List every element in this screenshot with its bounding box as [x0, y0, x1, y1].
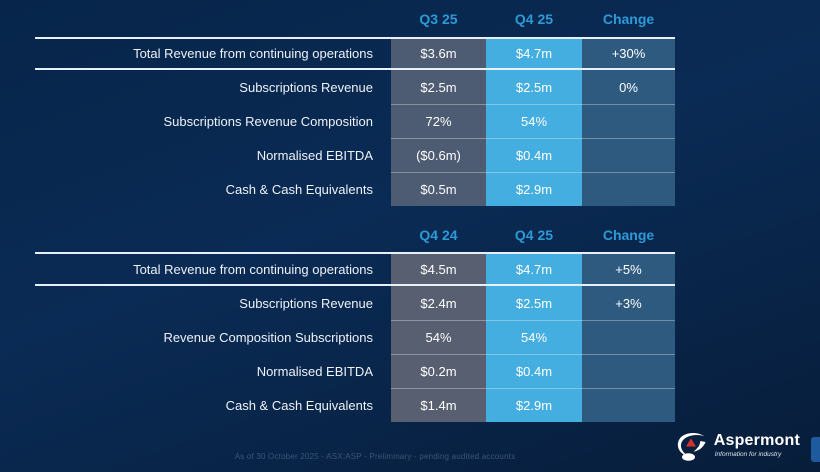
cell-current: $2.5m [486, 70, 582, 104]
cell-current: 54% [486, 104, 582, 138]
cell-prior: $0.2m [391, 354, 486, 388]
table-qoq: Q3 25 Q4 25 Change Total Revenue from co… [0, 0, 675, 206]
cell-prior: ($0.6m) [391, 138, 486, 172]
logo-text: Aspermont Information for industry [714, 433, 800, 459]
table-qoq-header: Q3 25 Q4 25 Change [0, 0, 675, 37]
cell-change: +5% [582, 254, 675, 284]
cell-current: $0.4m [486, 354, 582, 388]
row-label: Subscriptions Revenue Composition [163, 113, 373, 129]
cell-current: $0.4m [486, 138, 582, 172]
table-row: Revenue Composition Subscriptions 54% 54… [0, 320, 675, 354]
table-row: Normalised EBITDA $0.2m $0.4m [0, 354, 675, 388]
cell-change: +30% [582, 39, 675, 68]
column-header-change: Change [602, 10, 655, 27]
header-spacer [0, 206, 391, 252]
logo-name: Aspermont [713, 432, 800, 450]
cell-prior: 72% [391, 104, 486, 138]
row-label: Normalised EBITDA [256, 147, 373, 163]
cell-change [582, 138, 675, 172]
table-row: Cash & Cash Equivalents $1.4m $2.9m [0, 388, 675, 422]
table-row: Subscriptions Revenue $2.4m $2.5m +3% [0, 286, 675, 320]
cell-prior: $0.5m [391, 172, 486, 206]
row-label: Revenue Composition Subscriptions [163, 329, 373, 345]
column-header-change: Change [602, 227, 655, 243]
table-yoy-header: Q4 24 Q4 25 Change [0, 206, 675, 252]
cell-change [582, 354, 675, 388]
cell-current: $2.9m [486, 388, 582, 422]
cell-current: $2.5m [486, 286, 582, 320]
cell-current: 54% [486, 320, 582, 354]
aspermont-logo: Aspermont Information for industry [675, 430, 800, 462]
financial-tables: Q3 25 Q4 25 Change Total Revenue from co… [0, 0, 675, 422]
cell-prior: 54% [391, 320, 486, 354]
cell-prior: $1.4m [391, 388, 486, 422]
table-yoy: Q4 24 Q4 25 Change Total Revenue from co… [0, 206, 675, 422]
row-label: Total Revenue from continuing operations [133, 46, 373, 61]
cell-current: $4.7m [486, 39, 582, 68]
table-row: Total Revenue from continuing operations… [35, 252, 675, 286]
cell-prior: $3.6m [391, 39, 486, 68]
footer-disclaimer: As of 30 October 2025 - ASX:ASP - Prelim… [234, 452, 516, 461]
cell-change [582, 320, 675, 354]
cell-current: $2.9m [486, 172, 582, 206]
row-label: Subscriptions Revenue [239, 79, 373, 95]
cell-current: $4.7m [486, 254, 582, 284]
cell-change [582, 172, 675, 206]
table-row: Subscriptions Revenue $2.5m $2.5m 0% [0, 70, 675, 104]
cell-prior: $4.5m [391, 254, 486, 284]
column-header-q4-25: Q4 25 [514, 227, 554, 243]
cell-change [582, 388, 675, 422]
logo-red-triangle [685, 438, 696, 447]
logo-tagline: Information for industry [714, 451, 782, 459]
table-row: Normalised EBITDA ($0.6m) $0.4m [0, 138, 675, 172]
row-label: Normalised EBITDA [256, 363, 373, 379]
row-label: Cash & Cash Equivalents [225, 397, 373, 413]
aspermont-logo-icon [677, 433, 706, 461]
table-row: Total Revenue from continuing operations… [35, 37, 675, 70]
table-row: Subscriptions Revenue Composition 72% 54… [0, 104, 675, 138]
cell-prior: $2.4m [391, 286, 486, 320]
column-header-q4-25: Q4 25 [514, 10, 554, 27]
column-header-q3-25: Q3 25 [419, 10, 458, 27]
row-label: Total Revenue from continuing operations [133, 261, 373, 277]
row-label: Subscriptions Revenue [239, 295, 373, 311]
cell-prior: $2.5m [391, 70, 486, 104]
column-header-q4-24: Q4 24 [419, 227, 458, 243]
right-edge-tab [811, 437, 820, 462]
table-row: Cash & Cash Equivalents $0.5m $2.9m [0, 172, 675, 206]
cell-change: +3% [582, 286, 675, 320]
cell-change [582, 104, 675, 138]
cell-change: 0% [582, 70, 675, 104]
row-label: Cash & Cash Equivalents [225, 181, 373, 197]
header-spacer [0, 0, 391, 37]
